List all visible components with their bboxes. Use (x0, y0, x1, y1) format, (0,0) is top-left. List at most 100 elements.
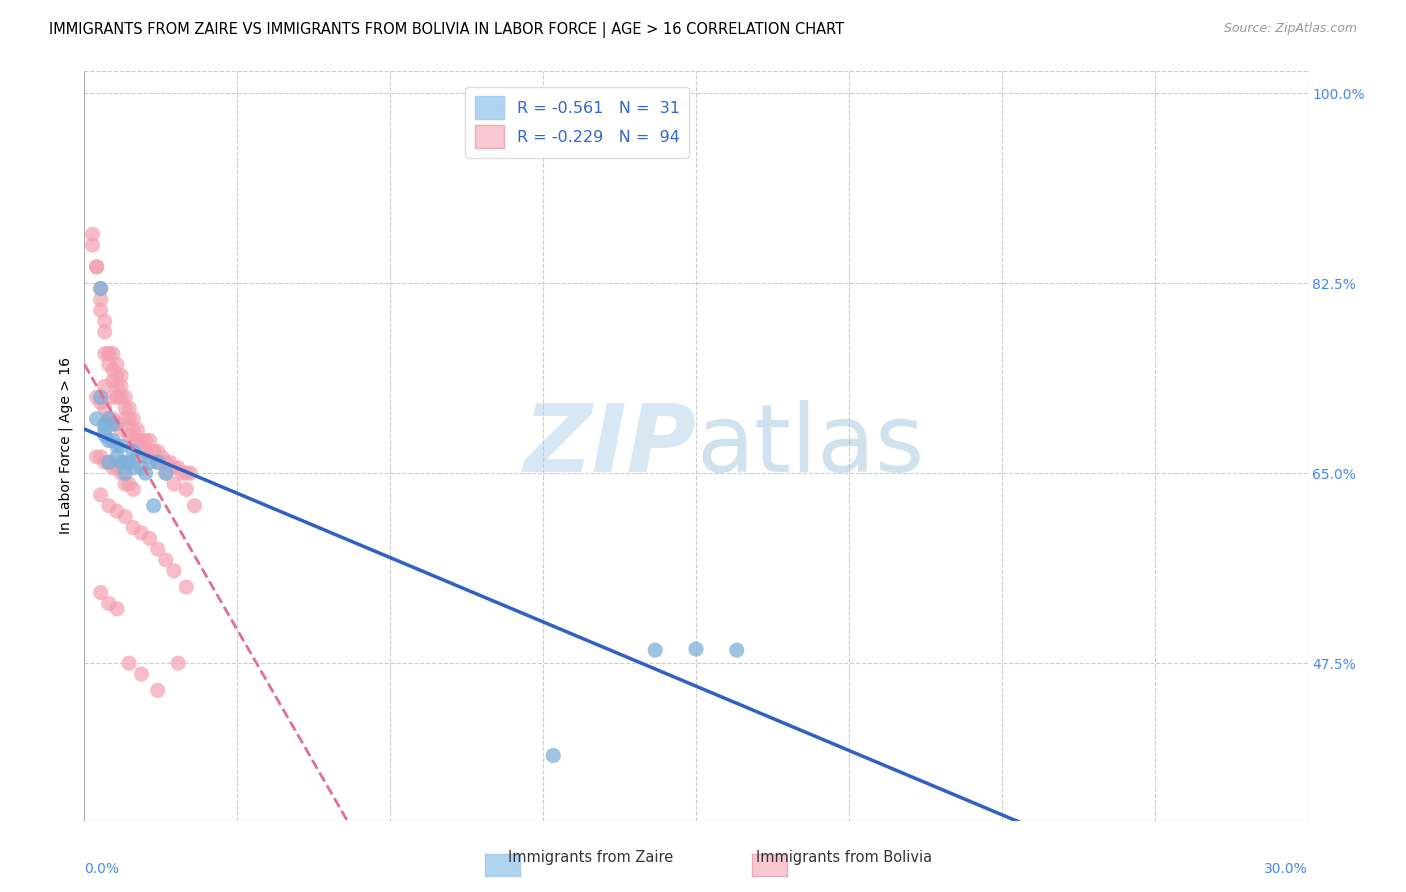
Point (90, 395, 112, 409)
Point (725, 643, 748, 657)
Point (114, 466, 136, 480)
Point (172, 466, 194, 480)
Point (142, 444, 165, 458)
Point (118, 412, 141, 426)
Point (93, 423, 115, 437)
Point (114, 390, 136, 404)
Point (105, 460, 128, 475)
Point (101, 374, 124, 388)
Point (155, 466, 177, 480)
Point (97, 434, 120, 448)
Point (90, 281, 112, 295)
Point (131, 434, 153, 448)
Point (86, 450, 108, 464)
Point (138, 434, 160, 448)
Point (97, 347, 120, 361)
Point (127, 434, 149, 448)
Point (135, 466, 157, 480)
Point (90, 488, 112, 502)
Point (90, 450, 112, 464)
Point (97, 358, 120, 372)
Point (122, 434, 145, 448)
Point (90, 293, 112, 307)
Point (146, 455, 169, 469)
Point (86, 260, 108, 274)
Point (97, 597, 120, 611)
Point (93, 401, 115, 415)
Point (127, 434, 149, 448)
Point (122, 483, 145, 497)
Point (163, 477, 186, 491)
Text: Source: ZipAtlas.com: Source: ZipAtlas.com (1223, 22, 1357, 36)
Point (142, 499, 165, 513)
Point (167, 656, 190, 670)
Point (101, 412, 124, 426)
Point (114, 401, 136, 415)
Point (118, 401, 141, 415)
Point (543, 748, 565, 763)
Point (82, 238, 104, 252)
Point (174, 466, 197, 480)
Point (105, 368, 128, 383)
Point (86, 390, 108, 404)
Point (105, 417, 128, 432)
Text: 0.0%: 0.0% (84, 862, 120, 876)
Text: IMMIGRANTS FROM ZAIRE VS IMMIGRANTS FROM BOLIVIA IN LABOR FORCE | AGE > 16 CORRE: IMMIGRANTS FROM ZAIRE VS IMMIGRANTS FROM… (49, 22, 845, 38)
Point (101, 460, 124, 475)
Point (118, 656, 141, 670)
Point (127, 423, 149, 437)
Point (155, 466, 177, 480)
Point (131, 525, 153, 540)
Point (101, 434, 124, 448)
Point (135, 444, 157, 458)
Point (155, 553, 177, 567)
Point (110, 390, 132, 404)
Point (105, 390, 128, 404)
Point (93, 347, 115, 361)
Point (146, 444, 169, 458)
Point (90, 390, 112, 404)
Point (110, 439, 132, 453)
Point (122, 520, 145, 534)
Point (97, 412, 120, 426)
Point (97, 499, 120, 513)
Point (101, 363, 124, 377)
Point (135, 444, 157, 458)
Point (122, 423, 145, 437)
Point (122, 460, 145, 475)
Point (110, 466, 132, 480)
Point (138, 455, 160, 469)
Point (163, 460, 186, 475)
Point (159, 455, 181, 469)
Point (122, 412, 145, 426)
Point (90, 303, 112, 318)
Point (110, 379, 132, 393)
Point (155, 455, 177, 469)
Text: Immigrants from Bolivia: Immigrants from Bolivia (755, 850, 932, 865)
Point (93, 417, 115, 432)
Text: ZIP: ZIP (523, 400, 696, 492)
Point (97, 412, 120, 426)
Point (174, 580, 197, 594)
Point (131, 460, 153, 475)
Point (146, 455, 169, 469)
Point (90, 281, 112, 295)
Y-axis label: In Labor Force | Age > 16: In Labor Force | Age > 16 (59, 358, 73, 534)
Point (93, 455, 115, 469)
Point (163, 564, 186, 578)
Point (138, 531, 160, 545)
Point (118, 428, 141, 442)
Point (105, 358, 128, 372)
Point (131, 667, 153, 681)
Point (97, 347, 120, 361)
Point (114, 509, 136, 524)
Point (86, 260, 108, 274)
Point (97, 455, 120, 469)
Text: 30.0%: 30.0% (1264, 862, 1308, 876)
Point (122, 444, 145, 458)
Point (93, 428, 115, 442)
Point (179, 466, 201, 480)
Point (146, 683, 169, 698)
Point (93, 379, 115, 393)
Point (97, 455, 120, 469)
